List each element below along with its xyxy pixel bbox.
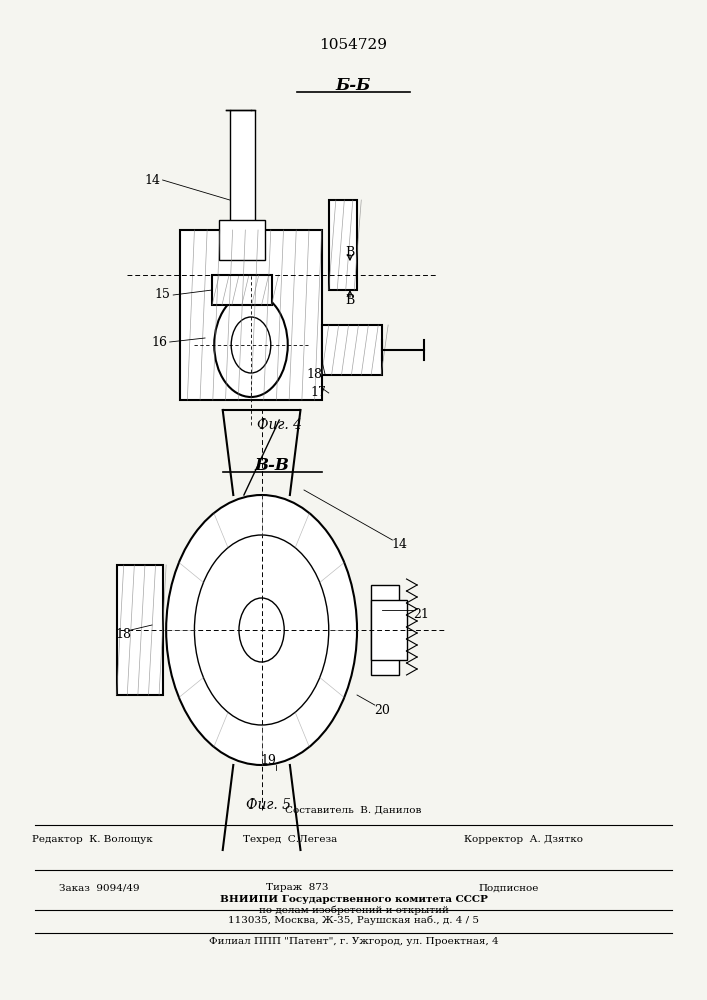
Text: 18: 18: [307, 368, 322, 381]
Text: Фиг. 5: Фиг. 5: [246, 798, 291, 812]
Text: В: В: [345, 245, 355, 258]
Text: 20: 20: [374, 704, 390, 716]
Text: Корректор  А. Дзятко: Корректор А. Дзятко: [464, 836, 583, 844]
Bar: [329, 200, 357, 290]
Text: 1054729: 1054729: [320, 38, 387, 52]
Text: 17: 17: [310, 386, 326, 399]
Text: 14: 14: [392, 538, 407, 552]
Text: по делам изобретений и открытий: по делам изобретений и открытий: [259, 905, 448, 915]
Circle shape: [231, 317, 271, 373]
Text: Заказ  9094/49: Заказ 9094/49: [59, 884, 139, 892]
Circle shape: [214, 293, 288, 397]
Text: 15: 15: [155, 288, 170, 302]
Bar: [230, 110, 255, 230]
Circle shape: [239, 598, 284, 662]
Text: В: В: [345, 294, 355, 306]
Text: Редактор  К. Волощук: Редактор К. Волощук: [32, 836, 152, 844]
Text: 113035, Москва, Ж-35, Раушская наб., д. 4 / 5: 113035, Москва, Ж-35, Раушская наб., д. …: [228, 915, 479, 925]
Text: 19: 19: [261, 754, 276, 766]
Text: ВНИИПИ Государственного комитета СССР: ВНИИПИ Государственного комитета СССР: [220, 896, 487, 904]
Text: Тираж  873: Тираж 873: [266, 884, 328, 892]
Bar: [180, 230, 322, 400]
Text: Филиал ППП "Патент", г. Ужгород, ул. Проектная, 4: Филиал ППП "Патент", г. Ужгород, ул. Про…: [209, 938, 498, 946]
Text: Составитель  В. Данилов: Составитель В. Данилов: [286, 806, 421, 814]
Text: Подписное: Подписное: [479, 884, 539, 892]
Text: Б-Б: Б-Б: [336, 77, 371, 94]
Circle shape: [194, 535, 329, 725]
Circle shape: [166, 495, 357, 765]
Bar: [371, 585, 399, 675]
Bar: [117, 565, 163, 695]
Bar: [322, 325, 382, 375]
Text: 16: 16: [151, 336, 167, 349]
Bar: [219, 220, 265, 260]
Text: Техред  С.Легеза: Техред С.Легеза: [243, 836, 337, 844]
Text: 21: 21: [413, 608, 428, 621]
Text: 18: 18: [116, 629, 132, 642]
Text: Фиг. 4: Фиг. 4: [257, 418, 302, 432]
Bar: [212, 275, 272, 305]
Text: 14: 14: [144, 174, 160, 186]
Text: В-В: В-В: [255, 456, 290, 474]
Bar: [371, 600, 407, 660]
